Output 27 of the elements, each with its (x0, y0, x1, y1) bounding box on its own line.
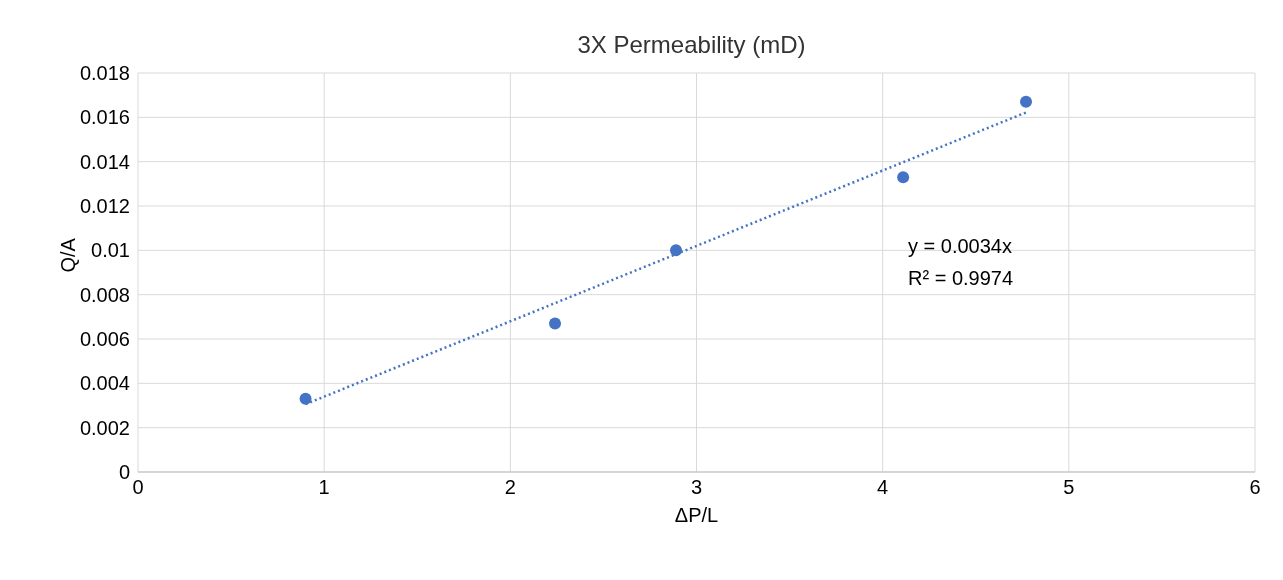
point (1020, 95, 1033, 108)
y-tick-label: 0.004 (79, 372, 130, 395)
y-tick-label: 0.012 (79, 195, 130, 218)
x-tick-label: 1 (318, 476, 330, 499)
x-tick-label: 6 (1249, 476, 1261, 499)
point (670, 244, 683, 257)
x-tick-label: 4 (877, 476, 889, 499)
chart-title: 3X Permeability (mD) (577, 31, 806, 58)
y-axis-title: Q/A (57, 237, 80, 273)
y-tick-label: 0.006 (79, 328, 130, 351)
y-tick-label: 0.002 (79, 416, 130, 439)
y-tick-label: 0.018 (79, 62, 130, 85)
x-tick-label: 5 (1063, 476, 1075, 499)
point (299, 392, 312, 405)
y-tick-label: 0.014 (79, 150, 130, 173)
y-tick-label: 0 (118, 461, 130, 484)
x-tick-label: 2 (504, 476, 516, 499)
annotation: y = 0.0034x (908, 235, 1012, 257)
x-axis-title: ΔP/L (674, 504, 719, 526)
x-tick-label: 3 (690, 476, 703, 499)
point (897, 171, 910, 184)
y-tick-label: 0.01 (91, 239, 130, 262)
point (549, 317, 562, 330)
annotation: R² = 0.9974 (908, 267, 1014, 289)
y-tick-label: 0.008 (79, 283, 130, 306)
y-tick-label: 0.016 (79, 106, 130, 129)
x-tick-label: 0 (132, 476, 144, 499)
